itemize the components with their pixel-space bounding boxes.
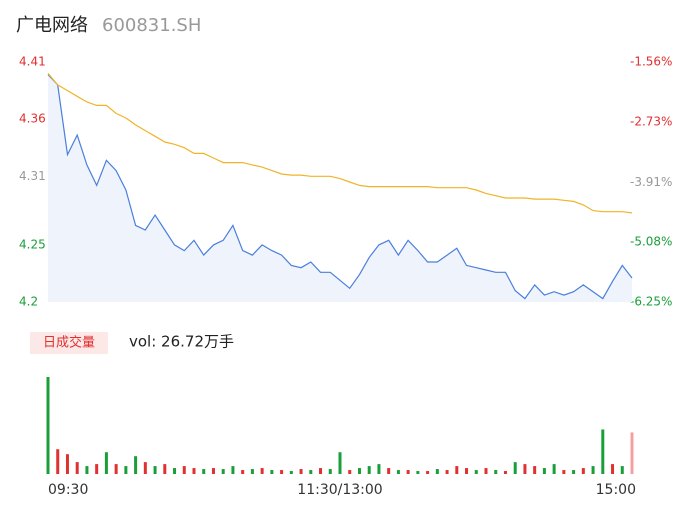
volume-label-box: [30, 332, 108, 354]
volume-bar: [445, 470, 449, 474]
chart-subtitle: 600831.SH: [102, 15, 201, 36]
volume-bar: [552, 464, 556, 474]
volume-bar: [56, 449, 60, 474]
average-line: [47, 73, 633, 214]
volume-bar: [211, 468, 215, 474]
volume-bar: [250, 469, 254, 474]
volume-bar: [231, 466, 235, 474]
y2-tick-label: -3.91%: [630, 175, 672, 189]
volume-bar: [173, 468, 177, 474]
volume-bar: [484, 468, 488, 474]
volume-bar: [270, 470, 274, 474]
volume-bar: [513, 462, 517, 474]
volume-bar: [387, 468, 391, 474]
y2-tick-label: -1.56%: [630, 55, 672, 69]
volume-bar: [435, 469, 439, 474]
volume-bar: [289, 471, 293, 474]
volume-bar: [192, 468, 196, 474]
y-tick-label: 4.2: [19, 295, 38, 309]
volume-bar: [620, 466, 624, 474]
x-tick-label: 09:30: [48, 482, 88, 498]
volume-bar: [124, 466, 128, 474]
volume-bar: [65, 454, 69, 474]
volume-bar: [182, 466, 186, 474]
volume-bar: [348, 470, 352, 474]
y-tick-label: 4.31: [19, 169, 46, 183]
y2-tick-label: -2.73%: [630, 114, 672, 128]
x-tick-label: 11:30/13:00: [297, 482, 382, 498]
volume-bar: [474, 470, 478, 474]
chart-title: 广电网络: [16, 15, 88, 36]
volume-bar: [143, 462, 147, 474]
volume-bar: [153, 466, 157, 474]
volume-bar: [202, 469, 206, 474]
volume-bar: [455, 466, 459, 474]
volume-text: vol: 26.72万手: [129, 333, 234, 351]
volume-bar: [280, 470, 284, 474]
volume-bar: [338, 452, 342, 474]
volume-bar: [299, 469, 303, 474]
y-tick-label: 4.25: [19, 237, 46, 251]
volume-bar: [95, 464, 99, 474]
volume-bar: [85, 466, 89, 474]
volume-bar: [630, 432, 634, 474]
volume-bar: [377, 464, 381, 474]
volume-label: 日成交量: [43, 335, 95, 351]
volume-bar: [611, 464, 615, 474]
price-area: [48, 74, 632, 302]
volume-bar: [523, 464, 527, 474]
volume-bar: [572, 470, 576, 474]
volume-bar: [416, 471, 420, 474]
volume-bar: [357, 468, 361, 474]
volume-bar: [104, 452, 108, 474]
price-line: [47, 74, 633, 300]
y2-tick-label: -5.08%: [630, 235, 672, 249]
volume-bar: [542, 468, 546, 474]
volume-bar: [367, 466, 371, 474]
volume-bar: [163, 464, 167, 474]
volume-bar: [601, 429, 605, 474]
volume-bar: [134, 456, 138, 474]
volume-bar: [426, 471, 430, 474]
volume-bar: [221, 469, 225, 474]
volume-bar: [396, 470, 400, 474]
volume-bar: [114, 464, 118, 474]
volume-bar: [581, 468, 585, 474]
volume-bar: [406, 470, 410, 474]
y-tick-label: 4.36: [19, 112, 46, 126]
volume-bar: [465, 468, 469, 474]
volume-bar: [75, 462, 79, 474]
volume-bar: [503, 471, 507, 474]
volume-bar: [591, 466, 595, 474]
volume-bar: [46, 376, 50, 474]
y2-tick-label: -6.25%: [630, 295, 672, 309]
volume-bar: [328, 469, 332, 474]
volume-bar: [309, 470, 313, 474]
volume-bar: [241, 470, 245, 474]
x-tick-label: 15:00: [596, 482, 636, 498]
volume-bar: [562, 470, 566, 474]
volume-bar: [494, 470, 498, 474]
volume-bar: [260, 468, 264, 474]
volume-bar: [533, 466, 537, 474]
volume-bar: [319, 468, 323, 474]
y-tick-label: 4.41: [19, 55, 46, 69]
